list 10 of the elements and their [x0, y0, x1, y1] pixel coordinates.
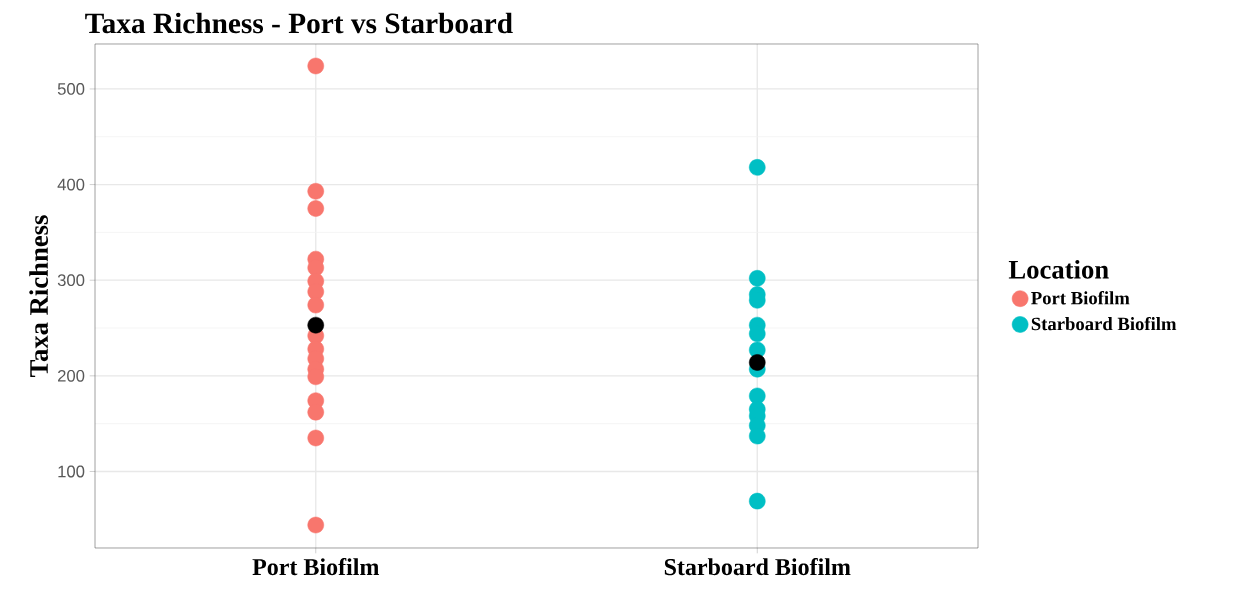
legend-label: Starboard Biofilm [1031, 316, 1177, 331]
y-tick-label: 200 [58, 369, 85, 382]
chart-title: Taxa Richness - Port vs Starboard [85, 12, 513, 34]
y-tick-label: 500 [57, 83, 85, 95]
y-tick-label: 300 [57, 274, 85, 287]
y-tick-label: 400 [57, 178, 85, 191]
y-tick-label: 100 [58, 465, 85, 478]
legend-title: Location [1008, 259, 1109, 279]
legend-label: Port Biofilm [1031, 291, 1130, 305]
y-axis-title: Taxa Richness [29, 215, 48, 377]
